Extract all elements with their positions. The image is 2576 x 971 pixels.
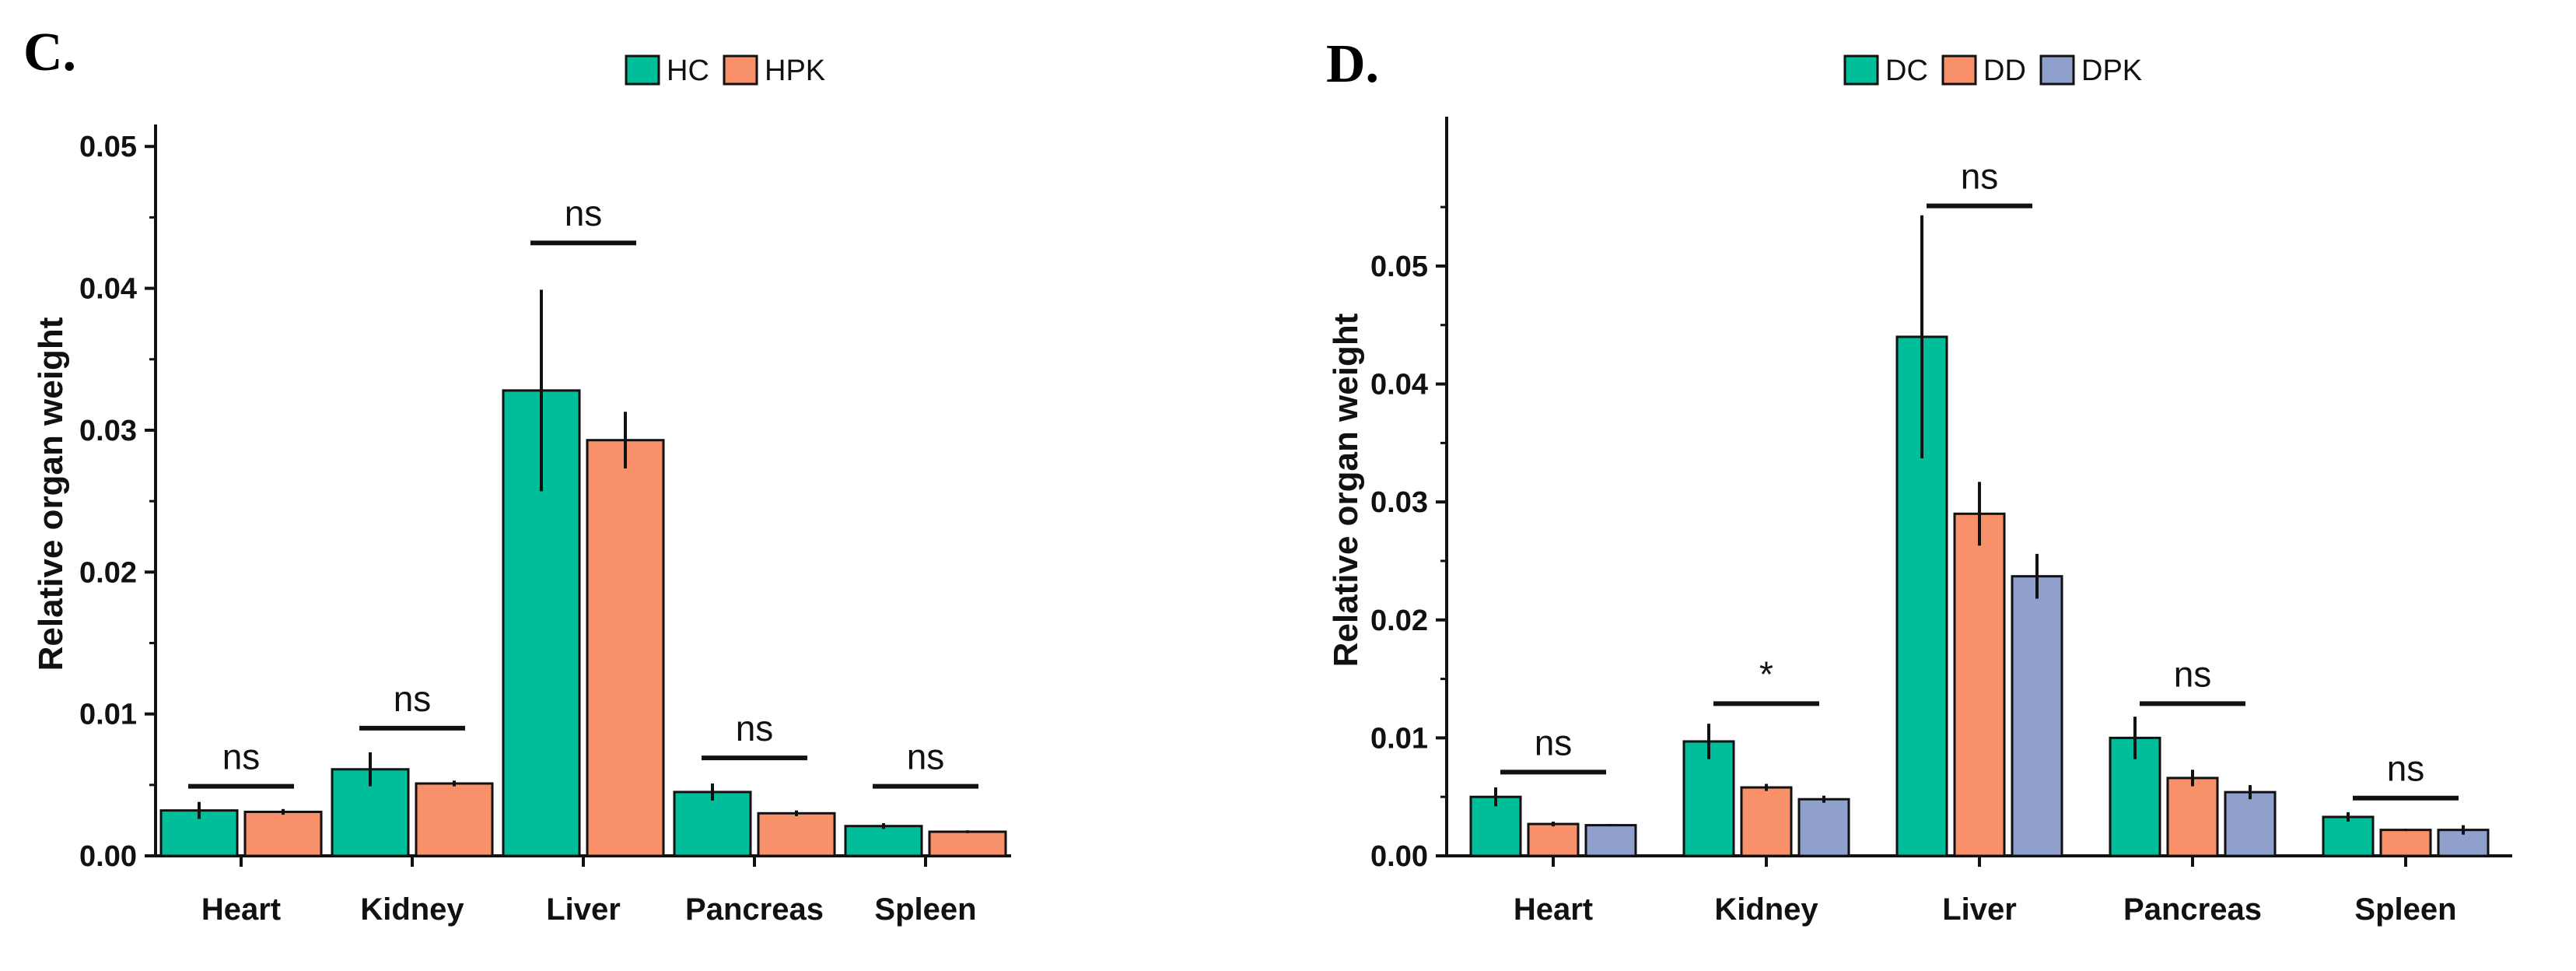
x-tick-label-kidney: Kidney	[360, 892, 464, 927]
bar-dd-liver	[1953, 512, 2006, 857]
significance-label-kidney: ns	[394, 678, 432, 719]
x-tick-label-pancreas: Pancreas	[685, 892, 824, 927]
bar-dd-pancreas	[2166, 776, 2219, 857]
legend-swatch-hc	[625, 54, 660, 86]
legend-label-dc: DC	[1885, 54, 1928, 87]
x-tick-label-heart: Heart	[1514, 892, 1593, 927]
bar-dc-spleen	[2322, 815, 2375, 857]
bar-dpk-pancreas	[2224, 790, 2277, 857]
bar-dpk-heart	[1584, 824, 1637, 857]
panel-d-chart: D. DC DD DPK 0.00 0.01 0.02 0.03 0.04 0.05Relativ…	[1326, 34, 2512, 927]
bar-hpk-pancreas	[757, 812, 836, 857]
significance-label-heart: ns	[222, 737, 261, 777]
legend-label-dd: DD	[1983, 54, 2026, 87]
panel-letter: C.	[23, 23, 76, 82]
bar-hpk-heart	[243, 810, 323, 857]
bar-hpk-liver	[586, 439, 665, 857]
x-tick-label-spleen: Spleen	[874, 892, 976, 927]
panel-c-chart: C. HC HPK 0.00 0.01 0.02 0.03 0.04 0.05 Relative …	[23, 23, 1011, 927]
bar-hc-pancreas	[673, 790, 752, 857]
y-tick-label: 0.05	[1370, 251, 1428, 283]
significance-label-liver: ns	[565, 193, 603, 233]
bar-dd-spleen	[2379, 829, 2432, 857]
bar-dpk-kidney	[1797, 797, 1850, 857]
significance-label-pancreas: ns	[736, 708, 774, 748]
legend: HC HPK	[625, 54, 825, 87]
legend-swatch-dd	[1941, 54, 1977, 86]
x-tick-label-pancreas: Pancreas	[2123, 892, 2262, 927]
x-tick-label-liver: Liver	[546, 892, 621, 927]
significance-label-heart: ns	[1535, 722, 1573, 762]
y-tick-label: 0.03	[79, 415, 137, 447]
x-tick-label-spleen: Spleen	[2354, 892, 2456, 927]
y-tick-label: 0.03	[1370, 486, 1428, 519]
x-tick-label-kidney: Kidney	[1714, 892, 1818, 927]
bar-dpk-liver	[2011, 575, 2063, 857]
y-tick-label: 0.04	[79, 273, 137, 306]
bar-hpk-kidney	[415, 782, 494, 857]
legend-label-hpk: HPK	[765, 54, 825, 87]
y-axis-title: Relative organ weight	[1327, 313, 1365, 667]
y-axis-title: Relative organ weight	[32, 317, 70, 671]
significance-label-spleen: ns	[907, 737, 945, 777]
y-tick-label: 0.01	[79, 699, 137, 731]
y-tick-label: 0.02	[79, 556, 137, 589]
legend-swatch-hpk	[723, 54, 758, 86]
y-tick-label: 0.05	[79, 131, 137, 163]
significance-label-pancreas: ns	[2174, 654, 2212, 694]
significance-label-kidney: *	[1759, 654, 1773, 694]
bar-dd-heart	[1527, 822, 1580, 857]
bar-hc-spleen	[844, 825, 923, 857]
legend-label-dpk: DPK	[2081, 54, 2142, 87]
bar-dd-kidney	[1740, 786, 1793, 857]
legend-swatch-dc	[1843, 54, 1879, 86]
panel-letter: D.	[1326, 34, 1379, 94]
significance-label-spleen: ns	[2387, 748, 2425, 789]
legend-swatch-dpk	[2039, 54, 2075, 86]
significance-label-liver: ns	[1961, 156, 1999, 197]
bar-hpk-spleen	[928, 830, 1007, 857]
y-tick-label: 0.02	[1370, 605, 1428, 637]
legend-label-hc: HC	[667, 54, 709, 87]
bar-dc-kidney	[1682, 740, 1735, 857]
legend: DC DD DPK	[1843, 54, 2142, 87]
y-tick-label: 0.01	[1370, 722, 1428, 755]
y-tick-label: 0.00	[1370, 840, 1428, 873]
x-tick-label-liver: Liver	[1942, 892, 2017, 927]
x-tick-label-heart: Heart	[201, 892, 281, 927]
y-tick-label: 0.00	[79, 840, 137, 873]
y-tick-label: 0.04	[1370, 369, 1428, 401]
